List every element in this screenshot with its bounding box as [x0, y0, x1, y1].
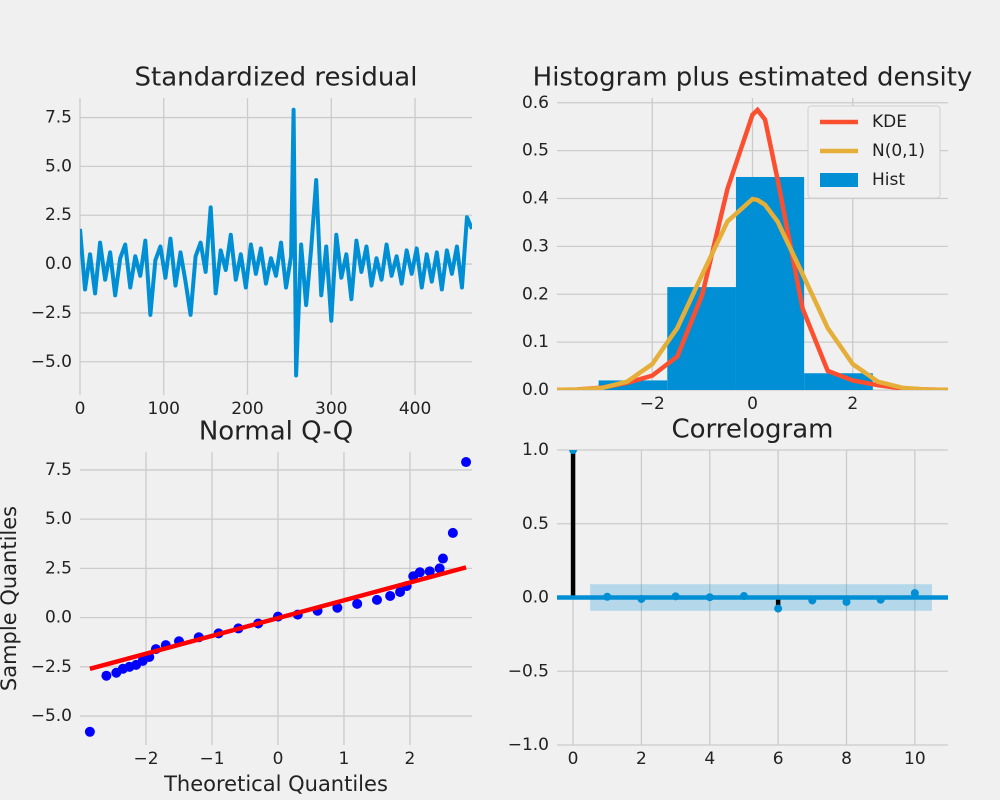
- panel: −1.0 −0.5 0.0 0.5 1.0 0 2 4 6 8 10 Correlogram: [508, 415, 948, 769]
- qq-point: [447, 527, 458, 538]
- qq-point: [461, 457, 472, 468]
- y-tick-label: 0.4: [522, 189, 549, 209]
- x-tick-label: 1: [339, 749, 350, 769]
- y-tick-label: 0.0: [522, 380, 549, 400]
- y-tick-label: −2.5: [31, 657, 72, 677]
- acf-marker: [910, 589, 919, 598]
- qq-point: [84, 726, 95, 737]
- y-tick-label: 7.5: [45, 460, 72, 480]
- qq-point: [437, 553, 448, 564]
- acf-marker: [842, 597, 851, 606]
- density-curve: [557, 196, 948, 390]
- residual-line: [80, 107, 472, 378]
- y-tick-label: 0.6: [522, 93, 549, 113]
- panel: −5.0 −2.5 0.0 2.5 5.0 7.5 0 100 200 300 400 Standar…: [31, 63, 472, 419]
- y-tick-label: 0.3: [522, 236, 549, 256]
- legend-label: N(0,1): [872, 141, 925, 161]
- panel-title: Correlogram: [672, 415, 834, 445]
- y-tick-label: 2.5: [45, 558, 72, 578]
- panel: 0.0 0.1 0.2 0.3 0.4 0.5 0.6 −2 0 2 Histogram plus …: [522, 63, 972, 415]
- y-tick-label: 0.0: [45, 608, 72, 628]
- hist-bar: [667, 287, 736, 390]
- x-axis-label: Theoretical Quantiles: [163, 772, 388, 796]
- x-tick-label: 4: [704, 749, 715, 769]
- qq-point: [424, 566, 435, 577]
- x-tick-label: 2: [636, 749, 647, 769]
- acf-marker: [876, 595, 885, 604]
- qq-point: [414, 567, 425, 578]
- legend-label: Hist: [872, 170, 905, 190]
- plot-area: [84, 457, 472, 737]
- legend-swatch: [820, 173, 858, 187]
- y-tick-label: −5.0: [31, 706, 72, 726]
- y-tick-label: 0.5: [522, 141, 549, 161]
- y-tick-label: 7.5: [45, 108, 72, 128]
- qq-point: [371, 594, 382, 605]
- x-tick-label: −2: [640, 394, 665, 414]
- x-tick-label: 0: [568, 749, 579, 769]
- y-tick-label: 2.5: [45, 205, 72, 225]
- x-tick-label: 100: [148, 399, 180, 419]
- y-tick-label: 5.0: [45, 509, 72, 529]
- acf-marker: [705, 593, 714, 602]
- y-tick-label: −5.0: [31, 352, 72, 372]
- qq-point: [385, 590, 396, 601]
- panel: −5.0 −2.5 0.0 2.5 5.0 7.5 −2 −1 0 1 2 Normal Q-Q The…: [0, 417, 472, 796]
- x-tick-label: 0: [747, 394, 758, 414]
- qq-point: [352, 598, 363, 609]
- x-tick-label: 2: [847, 394, 858, 414]
- qq-point: [332, 602, 343, 613]
- x-tick-label: −2: [133, 749, 158, 769]
- x-tick-label: 2: [405, 749, 416, 769]
- x-tick-label: 10: [904, 749, 926, 769]
- hist-bar: [598, 380, 668, 390]
- panel-title: Normal Q-Q: [199, 417, 353, 447]
- y-tick-label: 1.0: [522, 440, 549, 460]
- y-tick-label: 0.5: [522, 514, 549, 534]
- plot-area: [557, 106, 948, 390]
- y-axis-label: Sample Quantiles: [0, 506, 21, 691]
- y-tick-label: −2.5: [31, 303, 72, 323]
- x-tick-label: 200: [231, 399, 263, 419]
- y-tick-label: 0.1: [522, 332, 549, 352]
- qq-point: [395, 587, 406, 598]
- acf-marker: [569, 450, 578, 454]
- legend: KDE N(0,1) Hist: [807, 105, 941, 199]
- y-tick-label: 0.2: [522, 284, 549, 304]
- plot-area: [80, 107, 472, 378]
- acf-marker: [671, 592, 680, 601]
- qq-point: [101, 670, 112, 681]
- legend-label: KDE: [872, 112, 907, 132]
- acf-marker: [739, 592, 748, 601]
- x-tick-label: 0: [75, 399, 86, 419]
- plot-area: [557, 450, 948, 613]
- x-tick-label: −1: [199, 749, 224, 769]
- y-tick-label: −1.0: [508, 735, 549, 755]
- x-tick-label: 300: [315, 399, 347, 419]
- acf-marker: [774, 604, 783, 613]
- hist-bar: [804, 373, 873, 390]
- y-tick-label: 5.0: [45, 156, 72, 176]
- panel-title: Standardized residual: [135, 63, 418, 93]
- acf-marker: [637, 594, 646, 603]
- x-tick-label: 0: [273, 749, 284, 769]
- qq-point: [434, 563, 445, 574]
- acf-marker: [603, 592, 612, 601]
- y-tick-label: −0.5: [508, 661, 549, 681]
- x-tick-label: 6: [773, 749, 784, 769]
- y-tick-label: 0.0: [45, 254, 72, 274]
- x-tick-label: 8: [841, 749, 852, 769]
- x-tick-label: 400: [399, 399, 431, 419]
- fit-line: [89, 565, 467, 671]
- acf-marker: [808, 596, 817, 605]
- y-tick-label: 0.0: [522, 588, 549, 608]
- panel-title: Histogram plus estimated density: [533, 63, 973, 93]
